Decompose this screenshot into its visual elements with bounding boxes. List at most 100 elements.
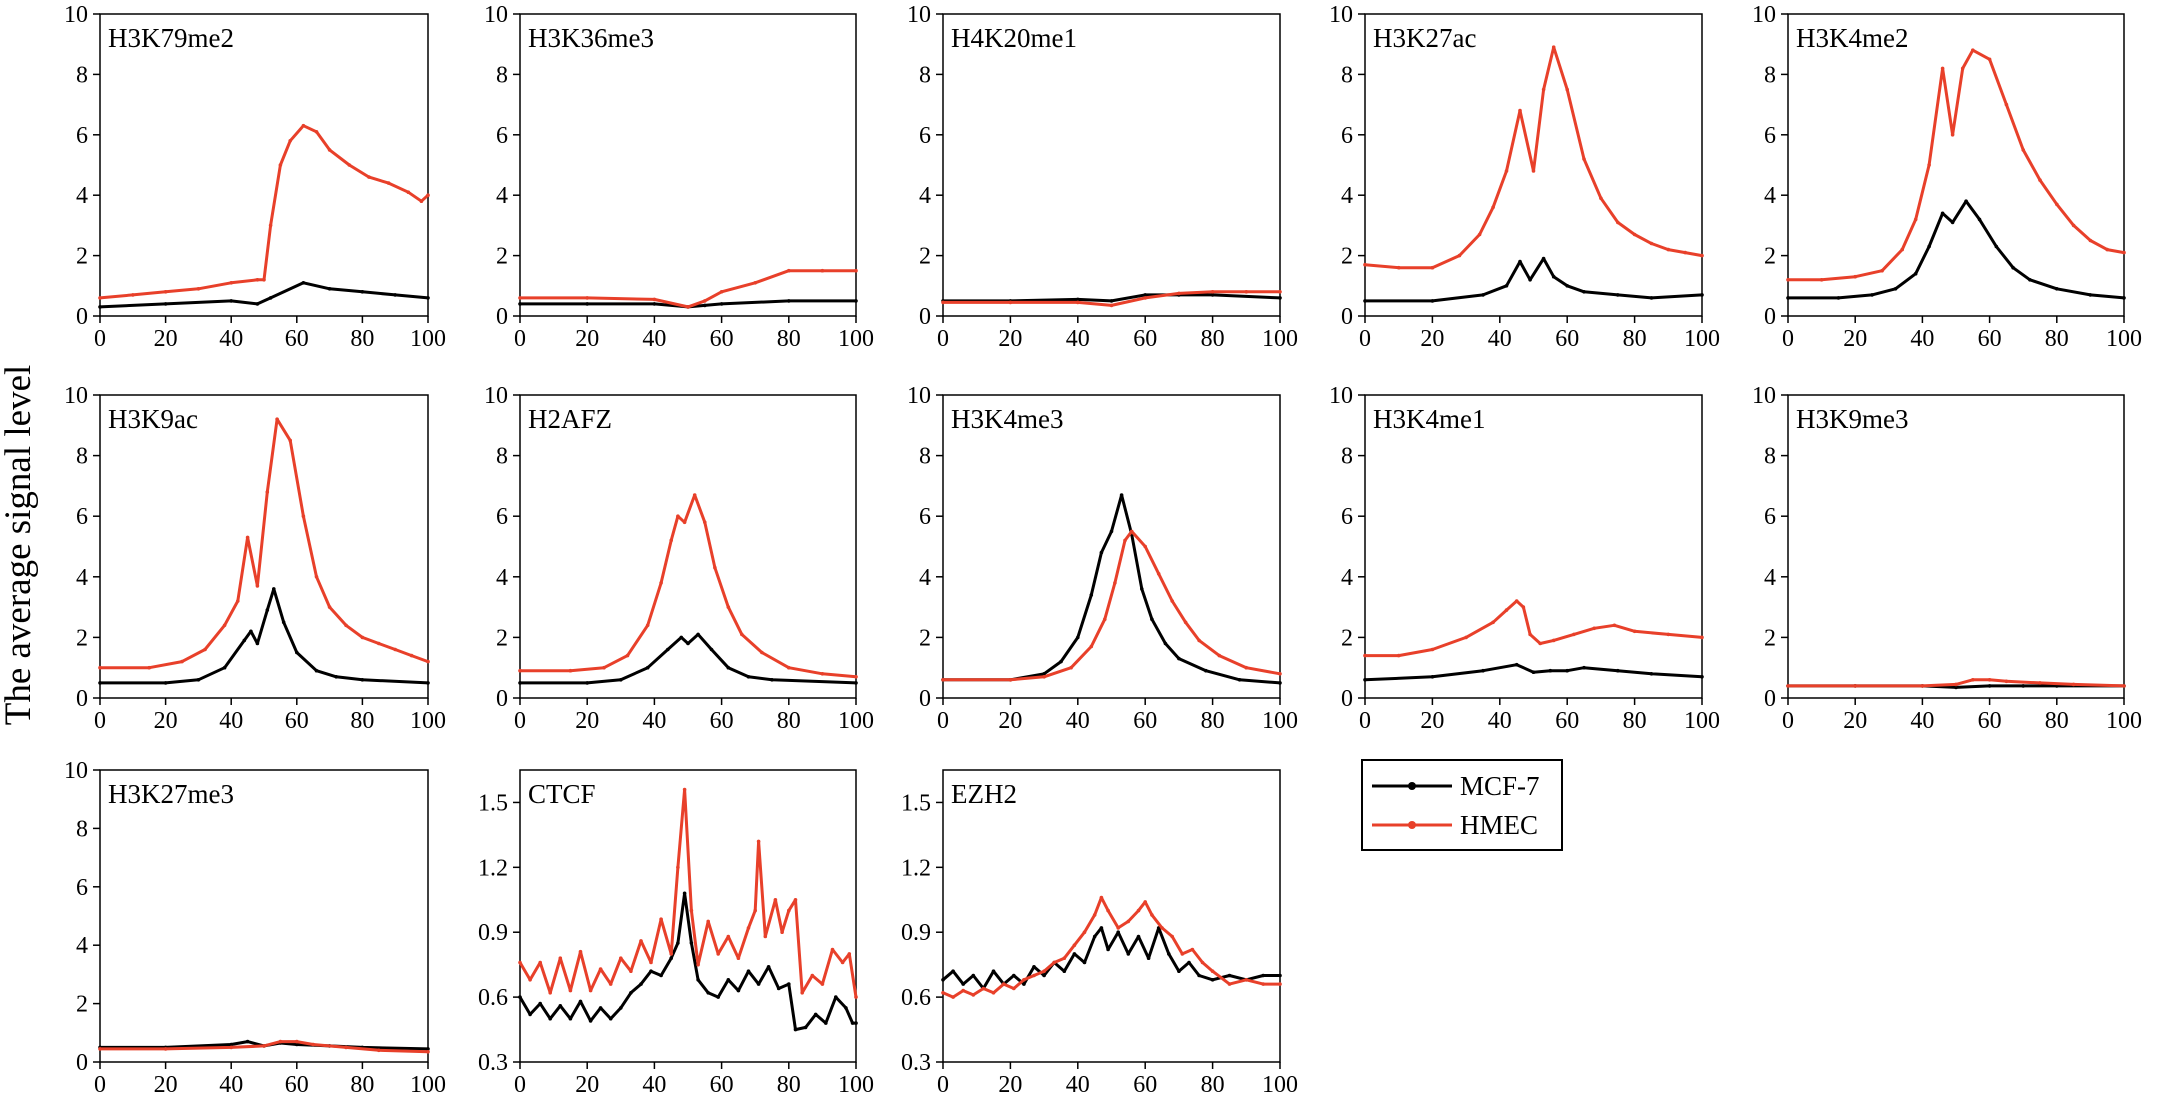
x-tick-label: 0 bbox=[514, 1072, 526, 1098]
legend: MCF-7 HMEC bbox=[1361, 759, 1563, 851]
data-point bbox=[1076, 297, 1080, 302]
data-point bbox=[295, 1042, 299, 1047]
data-point bbox=[1089, 644, 1094, 649]
x-tick-label: 100 bbox=[838, 326, 874, 352]
panel-title: EZH2 bbox=[951, 779, 1017, 809]
x-tick-label: 80 bbox=[350, 708, 374, 734]
y-tick-label: 8 bbox=[496, 444, 508, 470]
data-point bbox=[131, 293, 135, 297]
data-point bbox=[1940, 211, 1945, 216]
x-tick-label: 20 bbox=[1843, 326, 1867, 352]
data-point bbox=[1491, 205, 1495, 210]
data-point bbox=[676, 865, 680, 870]
plot-frame bbox=[1364, 394, 1703, 699]
data-point bbox=[314, 575, 319, 579]
x-tick-label: 0 bbox=[937, 1072, 949, 1098]
x-tick-label: 100 bbox=[1262, 708, 1298, 734]
x-tick-label: 0 bbox=[94, 1072, 106, 1098]
data-point bbox=[1278, 296, 1282, 300]
data-point bbox=[2021, 148, 2025, 152]
x-tick-label: 40 bbox=[1066, 1072, 1090, 1098]
data-point bbox=[703, 303, 707, 308]
data-point bbox=[689, 908, 694, 913]
data-point bbox=[1008, 678, 1013, 682]
y-tick-label: 0 bbox=[919, 686, 931, 712]
data-point bbox=[1237, 678, 1242, 682]
data-point bbox=[163, 1047, 168, 1051]
data-point bbox=[272, 587, 276, 591]
x-tick-label: 40 bbox=[642, 326, 666, 352]
x-tick-label: 60 bbox=[1978, 708, 2002, 734]
y-tick-label: 1.5 bbox=[478, 790, 508, 816]
data-point bbox=[639, 982, 643, 986]
y-tick-label: 2 bbox=[496, 244, 508, 270]
data-point bbox=[1076, 635, 1080, 640]
data-point bbox=[793, 898, 798, 902]
x-tick-label: 40 bbox=[219, 708, 243, 734]
data-point bbox=[1180, 952, 1185, 956]
x-tick-label: 0 bbox=[937, 326, 949, 352]
y-tick-label: 2 bbox=[1341, 244, 1353, 270]
data-point bbox=[1076, 300, 1080, 305]
data-point bbox=[1177, 969, 1181, 973]
data-point bbox=[1278, 290, 1282, 294]
data-point bbox=[386, 181, 391, 185]
data-point bbox=[1612, 623, 1617, 628]
data-point bbox=[278, 163, 283, 167]
x-tick-label: 60 bbox=[1133, 326, 1157, 352]
series-line-hmec bbox=[943, 290, 1280, 307]
data-point bbox=[518, 296, 522, 300]
y-tick-label: 6 bbox=[1764, 123, 1776, 149]
data-point bbox=[1116, 926, 1120, 930]
x-tick-label: 80 bbox=[1201, 326, 1225, 352]
data-point bbox=[1518, 259, 1522, 264]
data-point bbox=[518, 681, 522, 685]
data-point bbox=[548, 991, 552, 995]
data-point bbox=[773, 898, 778, 902]
data-point bbox=[1136, 908, 1141, 913]
plot-frame bbox=[519, 13, 857, 317]
data-point bbox=[578, 949, 583, 954]
data-point bbox=[334, 675, 339, 679]
data-point bbox=[787, 908, 791, 913]
series-line-mcf7 bbox=[520, 299, 856, 309]
data-point bbox=[645, 623, 650, 628]
data-point bbox=[686, 305, 690, 309]
data-point bbox=[1143, 900, 1147, 904]
plot-frame bbox=[519, 394, 857, 699]
data-point bbox=[1042, 675, 1046, 679]
data-point bbox=[1052, 960, 1056, 965]
data-point bbox=[1396, 653, 1401, 658]
data-point bbox=[1244, 290, 1249, 294]
data-point bbox=[854, 995, 858, 999]
data-point bbox=[2038, 681, 2042, 685]
x-tick-label: 0 bbox=[514, 326, 526, 352]
data-point bbox=[518, 995, 522, 999]
data-point bbox=[854, 681, 858, 685]
data-point bbox=[726, 934, 731, 939]
y-tick-label: 0.6 bbox=[901, 985, 931, 1011]
x-tick-label: 0 bbox=[1782, 326, 1794, 352]
data-point bbox=[840, 960, 845, 965]
data-point bbox=[301, 514, 306, 518]
data-point bbox=[746, 675, 751, 679]
data-point bbox=[1396, 265, 1401, 270]
data-point bbox=[406, 190, 411, 194]
x-tick-label: 80 bbox=[777, 326, 801, 352]
data-point bbox=[585, 296, 589, 300]
data-point bbox=[645, 665, 650, 670]
series-line-mcf7 bbox=[943, 293, 1281, 303]
data-point bbox=[568, 1016, 573, 1021]
x-tick-label: 60 bbox=[285, 326, 309, 352]
y-tick-label: 4 bbox=[496, 565, 508, 591]
data-point bbox=[1464, 635, 1468, 640]
chart-panel: 0 20 40 60 80 100 0 2 4 6 8 10 H3K79me2 bbox=[64, 2, 446, 352]
plot-frame bbox=[942, 13, 1281, 317]
data-point bbox=[1927, 163, 1931, 167]
data-point bbox=[1514, 599, 1519, 603]
data-point bbox=[1150, 913, 1154, 917]
x-tick-label: 0 bbox=[94, 326, 106, 352]
panel-title: H3K27ac bbox=[1373, 23, 1476, 53]
x-tick-label: 20 bbox=[154, 326, 178, 352]
data-point bbox=[1913, 217, 1918, 222]
